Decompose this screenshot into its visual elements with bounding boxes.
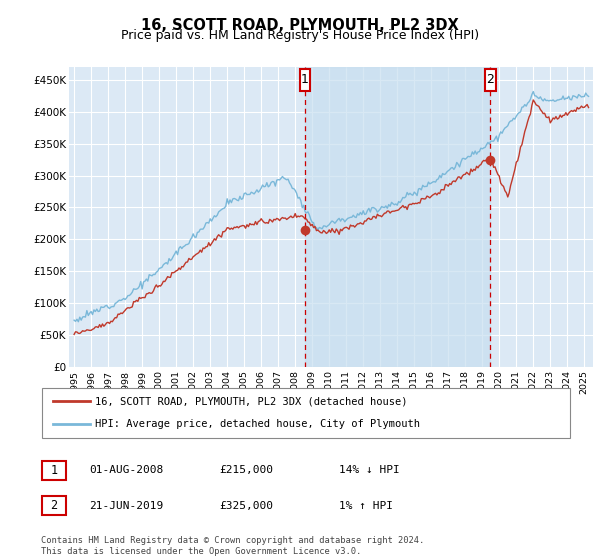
Text: 1: 1 <box>301 73 309 86</box>
Text: Contains HM Land Registry data © Crown copyright and database right 2024.
This d: Contains HM Land Registry data © Crown c… <box>41 536 424 556</box>
Text: 01-AUG-2008: 01-AUG-2008 <box>89 465 163 475</box>
Text: 14% ↓ HPI: 14% ↓ HPI <box>339 465 400 475</box>
Text: 1: 1 <box>50 464 58 477</box>
Text: 16, SCOTT ROAD, PLYMOUTH, PL2 3DX: 16, SCOTT ROAD, PLYMOUTH, PL2 3DX <box>141 18 459 33</box>
Bar <box>300 68 310 91</box>
Text: 21-JUN-2019: 21-JUN-2019 <box>89 501 163 511</box>
Text: Price paid vs. HM Land Registry's House Price Index (HPI): Price paid vs. HM Land Registry's House … <box>121 29 479 42</box>
Bar <box>485 68 496 91</box>
Text: 2: 2 <box>50 499 58 512</box>
Bar <box>305 67 490 367</box>
Text: £325,000: £325,000 <box>219 501 273 511</box>
Text: HPI: Average price, detached house, City of Plymouth: HPI: Average price, detached house, City… <box>95 419 420 430</box>
Text: 1% ↑ HPI: 1% ↑ HPI <box>339 501 393 511</box>
Text: 16, SCOTT ROAD, PLYMOUTH, PL2 3DX (detached house): 16, SCOTT ROAD, PLYMOUTH, PL2 3DX (detac… <box>95 396 407 406</box>
Text: 2: 2 <box>487 73 494 86</box>
Text: £215,000: £215,000 <box>219 465 273 475</box>
